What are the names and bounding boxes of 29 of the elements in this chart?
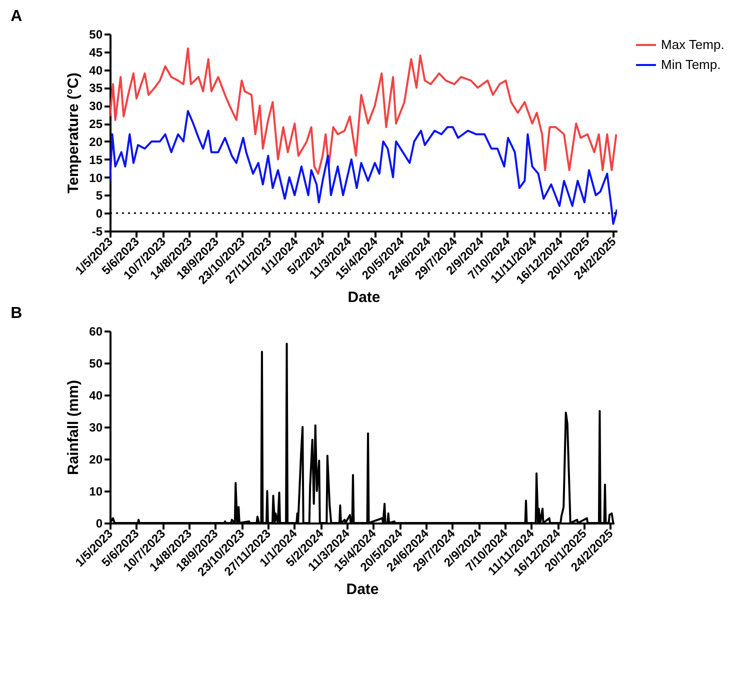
x-axis-title: Date [346,581,379,598]
y-tick-label: 60 [89,324,103,338]
line-series [110,47,617,175]
y-tick-label: 50 [89,356,103,370]
y-tick-label: 10 [89,170,103,185]
y-tick-label: 50 [89,28,103,42]
y-tick-label: 15 [89,152,103,167]
y-tick-label: 0 [96,516,103,530]
chart-title: B [10,305,22,322]
line-series [110,110,617,225]
y-tick-label: 5 [96,188,103,203]
y-tick-label: 20 [89,452,103,466]
legend-label: Max Temp. [661,37,724,52]
x-axis-title: Date [348,289,380,306]
y-axis-title: Rainfall (mm) [65,380,82,476]
chart-title: A [10,8,23,25]
y-tick-label: -5 [92,224,103,238]
y-tick-label: 40 [89,388,103,402]
y-tick-label: 20 [89,134,103,149]
y-tick-label: 35 [89,81,103,96]
y-tick-label: 40 [89,63,103,78]
y-tick-label: 30 [89,99,103,114]
y-axis-title: Temperature (°C) [65,72,82,194]
y-tick-label: 30 [89,420,103,434]
y-tick-label: 25 [89,117,103,132]
y-tick-label: 45 [89,45,103,60]
y-tick-label: 10 [89,484,103,498]
y-tick-label: 0 [96,206,103,221]
legend-label: Min Temp. [661,57,721,72]
